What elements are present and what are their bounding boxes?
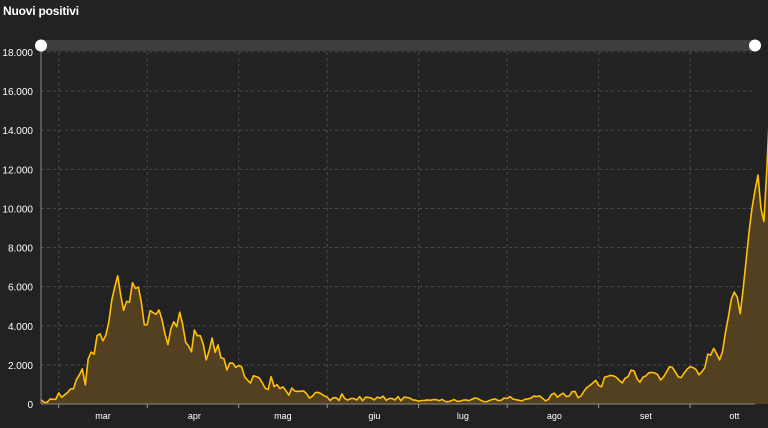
range-slider-track[interactable] [41, 40, 755, 51]
x-tick-label: apr [188, 411, 201, 421]
y-tick-label: 2.000 [8, 361, 33, 372]
y-tick-label: 18.000 [2, 48, 33, 59]
y-tick-label: 14.000 [2, 126, 33, 137]
y-tick-label: 8.000 [8, 244, 33, 255]
y-tick-label: 6.000 [8, 283, 33, 294]
series-area-fill [41, 144, 768, 404]
y-tick-label: 0 [27, 400, 33, 411]
y-tick-label: 12.000 [2, 165, 33, 176]
y-tick-label: 4.000 [8, 322, 33, 333]
series-line [40, 127, 768, 404]
x-tick-label: ott [729, 411, 740, 421]
range-slider-start-handle[interactable] [35, 39, 47, 52]
chart-title: Nuovi positivi [3, 4, 79, 18]
x-tick-label: lug [457, 411, 469, 421]
x-tick-label: giu [368, 411, 380, 421]
y-tick-label: 16.000 [2, 87, 33, 98]
x-tick-label: ago [547, 411, 562, 421]
x-tick-label: set [640, 411, 653, 421]
x-tick-label: mag [274, 411, 292, 421]
y-tick-label: 10.000 [2, 204, 33, 215]
range-slider-end-handle[interactable] [749, 39, 761, 52]
x-tick-label: mar [95, 411, 111, 421]
